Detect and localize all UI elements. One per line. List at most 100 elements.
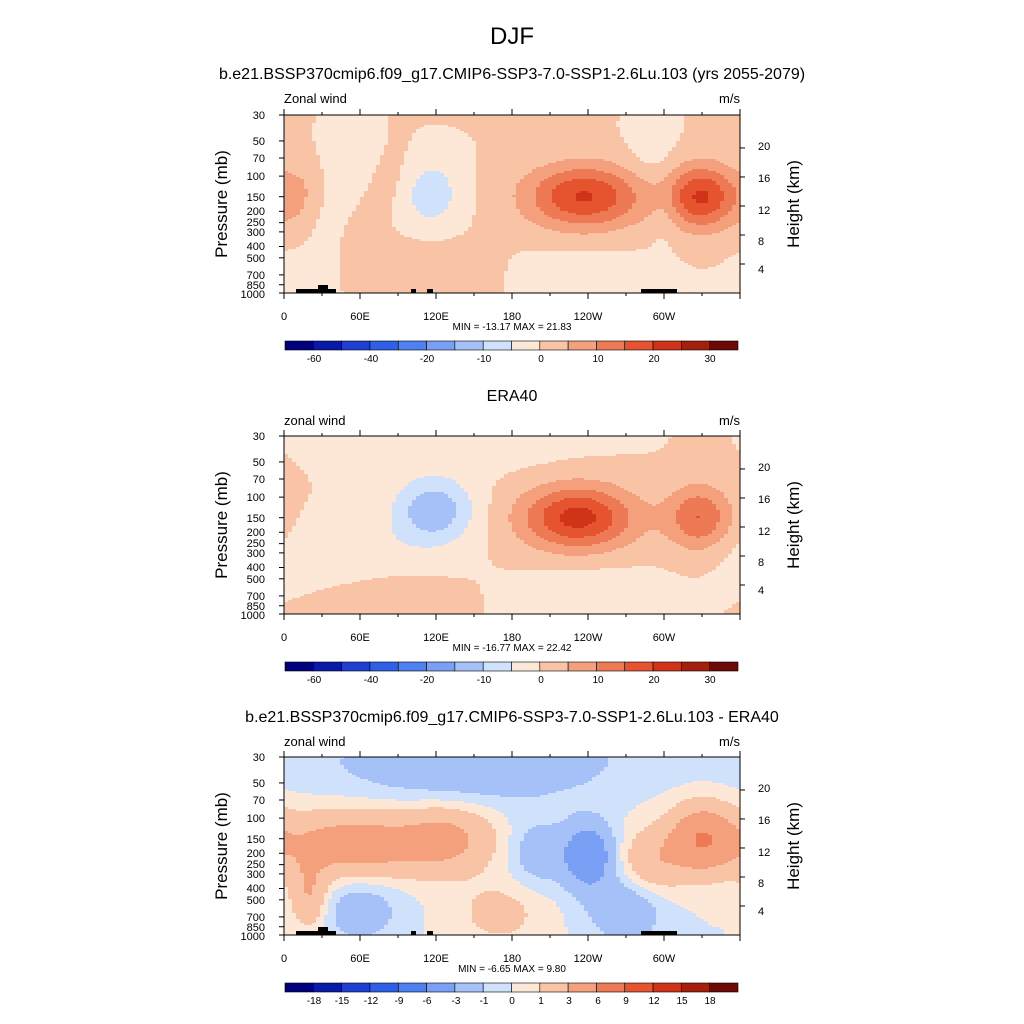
heatmap-cell — [416, 165, 421, 168]
heatmap-cell — [716, 173, 721, 176]
heatmap-cell — [680, 145, 685, 148]
heatmap-cell — [332, 163, 337, 166]
heatmap-cell — [312, 173, 317, 176]
heatmap-cell — [380, 137, 385, 140]
heatmap-cell — [476, 165, 481, 168]
heatmap-cell — [340, 121, 345, 124]
heatmap-cell — [720, 119, 725, 122]
heatmap-cell — [724, 139, 729, 142]
heatmap-cell — [572, 149, 577, 152]
heatmap-cell — [668, 125, 673, 128]
heatmap-cell — [364, 173, 369, 176]
heatmap-cell — [588, 151, 593, 154]
heatmap-cell — [556, 131, 561, 134]
heatmap-cell — [584, 165, 589, 168]
heatmap-cell — [364, 167, 369, 170]
heatmap-cell — [428, 173, 433, 176]
heatmap-cell — [388, 153, 393, 156]
heatmap-cell — [388, 171, 393, 174]
heatmap-cell — [556, 165, 561, 168]
heatmap-cell — [564, 143, 569, 146]
heatmap-cell — [612, 145, 617, 148]
heatmap-cell — [312, 145, 317, 148]
heatmap-cell — [360, 157, 365, 160]
heatmap-cell — [704, 175, 709, 178]
heatmap-cell — [692, 171, 697, 174]
heatmap-cell — [568, 157, 573, 160]
heatmap-cell — [732, 173, 737, 176]
heatmap-cell — [464, 181, 469, 184]
heatmap-cell — [516, 129, 521, 132]
heatmap-cell — [432, 183, 437, 186]
heatmap-cell — [720, 143, 725, 146]
heatmap-cell — [608, 159, 613, 162]
heatmap-cell — [712, 143, 717, 146]
heatmap-cell — [512, 173, 517, 176]
heatmap-cell — [568, 141, 573, 144]
heatmap-cell — [300, 181, 305, 184]
heatmap-cell — [424, 135, 429, 138]
heatmap-cell — [412, 171, 417, 174]
heatmap-cell — [540, 155, 545, 158]
heatmap-cell — [548, 129, 553, 132]
heatmap-cell — [444, 177, 449, 180]
heatmap-cell — [536, 145, 541, 148]
heatmap-cell — [544, 145, 549, 148]
heatmap-cell — [728, 171, 733, 174]
heatmap-cell — [572, 167, 577, 170]
heatmap-cell — [520, 159, 525, 162]
heatmap-cell — [364, 133, 369, 136]
heatmap-cell — [456, 177, 461, 180]
heatmap-cell — [656, 115, 661, 118]
heatmap-cell — [556, 141, 561, 144]
heatmap-cell — [596, 135, 601, 138]
heatmap-cell — [408, 153, 413, 156]
heatmap-cell — [736, 157, 740, 160]
heatmap-cell — [384, 157, 389, 160]
heatmap-cell — [432, 169, 437, 172]
heatmap-cell — [668, 131, 673, 134]
heatmap-cell — [408, 123, 413, 126]
heatmap-cell — [284, 177, 289, 180]
heatmap-cell — [420, 135, 425, 138]
heatmap-cell — [428, 161, 433, 164]
heatmap-cell — [592, 155, 597, 158]
heatmap-cell — [716, 115, 721, 118]
heatmap-cell — [576, 147, 581, 150]
heatmap-cell — [728, 121, 733, 124]
heatmap-cell — [412, 169, 417, 172]
heatmap-cell — [496, 123, 501, 126]
heatmap-cell — [420, 179, 425, 182]
heatmap-cell — [284, 153, 289, 156]
heatmap-cell — [320, 131, 325, 134]
heatmap-cell — [596, 155, 601, 158]
heatmap-cell — [420, 165, 425, 168]
heatmap-cell — [536, 161, 541, 164]
heatmap-cell — [504, 133, 509, 136]
heatmap-cell — [516, 127, 521, 130]
heatmap-cell — [508, 143, 513, 146]
heatmap-cell — [444, 121, 449, 124]
heatmap-cell — [364, 135, 369, 138]
heatmap-cell — [312, 123, 317, 126]
heatmap-cell — [696, 121, 701, 124]
heatmap-cell — [544, 161, 549, 164]
heatmap-cell — [712, 133, 717, 136]
heatmap-cell — [456, 169, 461, 172]
heatmap-cell — [476, 169, 481, 172]
heatmap-cell — [452, 129, 457, 132]
heatmap-cell — [328, 129, 333, 132]
heatmap-cell — [568, 155, 573, 158]
heatmap-cell — [492, 143, 497, 146]
heatmap-cell — [472, 137, 477, 140]
heatmap-cell — [568, 145, 573, 148]
heatmap-cell — [440, 161, 445, 164]
heatmap-cell — [516, 149, 521, 152]
heatmap-cell — [588, 153, 593, 156]
heatmap-cell — [500, 145, 505, 148]
heatmap-cell — [616, 135, 621, 138]
heatmap-cell — [348, 155, 353, 158]
heatmap-cell — [484, 157, 489, 160]
heatmap-cell — [348, 125, 353, 128]
heatmap-cell — [556, 181, 561, 184]
